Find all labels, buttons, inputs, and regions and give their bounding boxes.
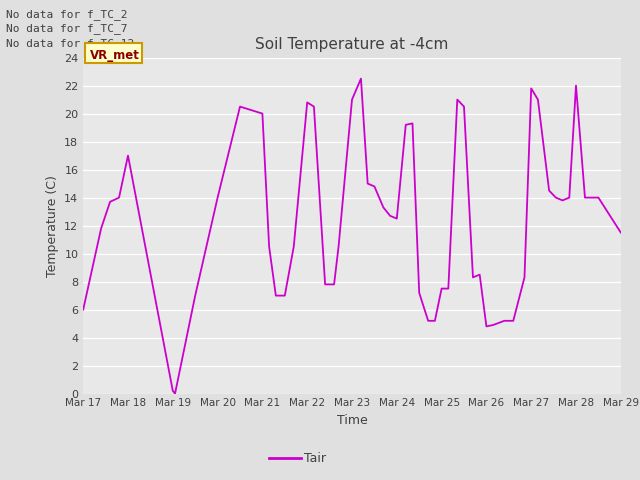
Text: Tair: Tair <box>304 452 326 465</box>
Title: Soil Temperature at -4cm: Soil Temperature at -4cm <box>255 37 449 52</box>
Text: VR_met: VR_met <box>90 48 140 61</box>
Text: No data for f_TC_12: No data for f_TC_12 <box>6 37 134 48</box>
Text: No data for f_TC_7: No data for f_TC_7 <box>6 23 128 34</box>
Text: No data for f_TC_2: No data for f_TC_2 <box>6 9 128 20</box>
Y-axis label: Temperature (C): Temperature (C) <box>45 175 58 276</box>
X-axis label: Time: Time <box>337 414 367 427</box>
